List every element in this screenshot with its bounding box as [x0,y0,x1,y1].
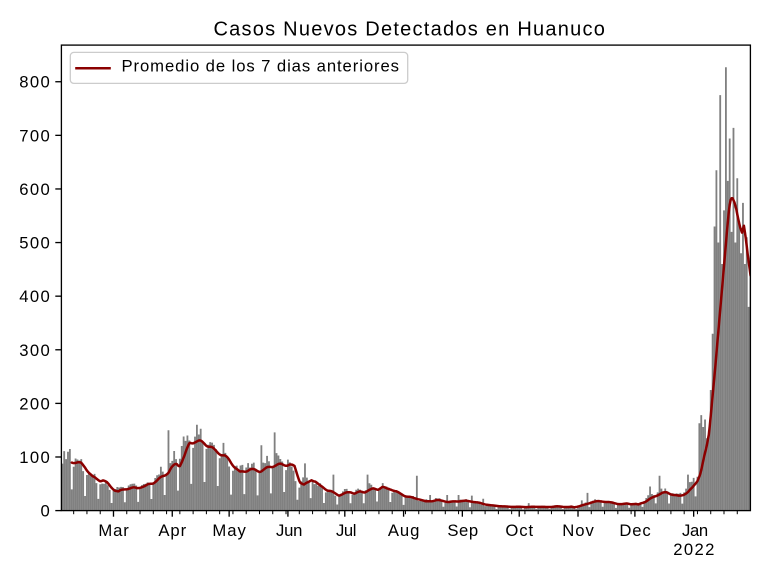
svg-text:500: 500 [19,234,51,253]
svg-text:200: 200 [19,394,51,413]
svg-text:Dec: Dec [619,521,651,540]
svg-text:Promedio de los 7 dias anterio: Promedio de los 7 dias anteriores [122,57,400,76]
svg-text:600: 600 [19,180,51,199]
svg-text:Jun: Jun [276,521,302,540]
svg-text:Oct: Oct [505,521,534,540]
svg-text:Jan: Jan [682,521,708,540]
svg-text:2022: 2022 [673,540,715,559]
svg-text:Mar: Mar [98,521,129,540]
svg-text:400: 400 [19,287,51,306]
svg-text:Sep: Sep [447,521,478,540]
svg-text:Nov: Nov [562,521,595,540]
svg-text:300: 300 [19,341,51,360]
svg-text:Apr: Apr [158,521,187,540]
svg-text:0: 0 [40,502,51,521]
svg-text:Jul: Jul [336,521,356,540]
svg-text:800: 800 [19,73,51,92]
svg-text:100: 100 [19,448,51,467]
svg-text:Aug: Aug [388,521,421,540]
svg-text:May: May [212,521,246,540]
svg-text:700: 700 [19,126,51,145]
svg-text:Casos Nuevos Detectados en Hua: Casos Nuevos Detectados en Huanuco [213,18,606,40]
